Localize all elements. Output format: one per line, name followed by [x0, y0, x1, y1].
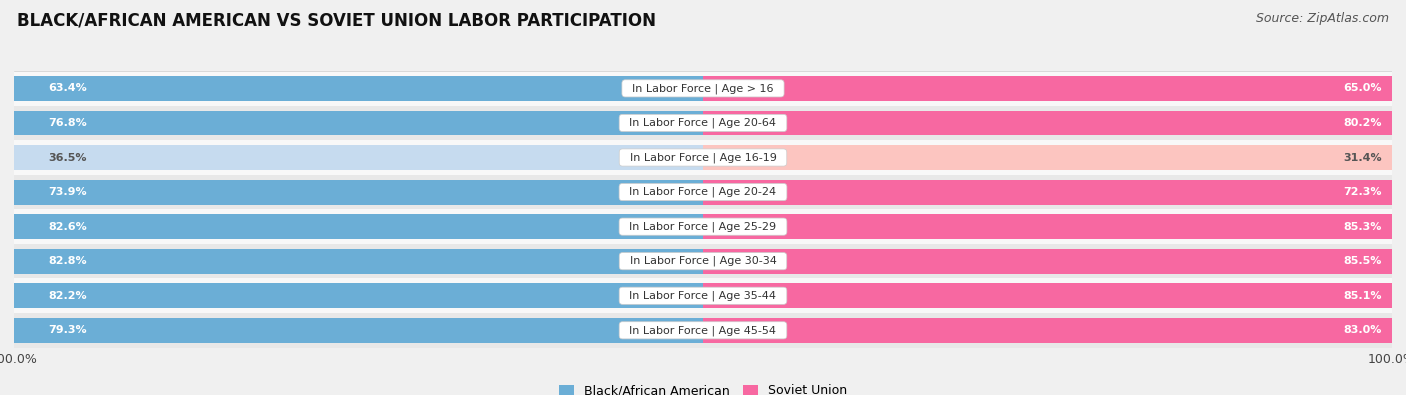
Text: 63.4%: 63.4% — [48, 83, 87, 93]
Bar — [703, 214, 1392, 239]
Text: In Labor Force | Age 45-54: In Labor Force | Age 45-54 — [623, 325, 783, 336]
Bar — [703, 180, 1392, 205]
Text: 79.3%: 79.3% — [48, 325, 87, 335]
Text: 82.6%: 82.6% — [48, 222, 87, 231]
Text: 83.0%: 83.0% — [1343, 325, 1382, 335]
Bar — [703, 111, 1392, 135]
Bar — [703, 76, 1392, 101]
Bar — [14, 318, 703, 343]
Bar — [14, 283, 703, 308]
Text: 85.1%: 85.1% — [1343, 291, 1382, 301]
Bar — [14, 106, 1392, 140]
Bar — [14, 278, 1392, 313]
Text: 76.8%: 76.8% — [48, 118, 87, 128]
Bar — [14, 209, 1392, 244]
Bar — [14, 145, 703, 170]
Text: 31.4%: 31.4% — [1343, 152, 1382, 162]
Bar — [14, 175, 1392, 209]
Text: 85.3%: 85.3% — [1343, 222, 1382, 231]
Legend: Black/African American, Soviet Union: Black/African American, Soviet Union — [554, 379, 852, 395]
Bar — [703, 249, 1392, 274]
Text: BLACK/AFRICAN AMERICAN VS SOVIET UNION LABOR PARTICIPATION: BLACK/AFRICAN AMERICAN VS SOVIET UNION L… — [17, 12, 655, 30]
Text: In Labor Force | Age > 16: In Labor Force | Age > 16 — [626, 83, 780, 94]
Bar — [14, 249, 703, 274]
Text: 85.5%: 85.5% — [1343, 256, 1382, 266]
Text: In Labor Force | Age 30-34: In Labor Force | Age 30-34 — [623, 256, 783, 267]
Text: 80.2%: 80.2% — [1343, 118, 1382, 128]
Text: 82.2%: 82.2% — [48, 291, 87, 301]
Bar — [14, 71, 1392, 106]
Text: In Labor Force | Age 20-64: In Labor Force | Age 20-64 — [623, 118, 783, 128]
Text: 72.3%: 72.3% — [1343, 187, 1382, 197]
Text: Source: ZipAtlas.com: Source: ZipAtlas.com — [1256, 12, 1389, 25]
Bar — [703, 145, 1392, 170]
Bar — [14, 313, 1392, 348]
Text: In Labor Force | Age 25-29: In Labor Force | Age 25-29 — [623, 221, 783, 232]
Bar — [14, 140, 1392, 175]
Bar — [14, 76, 703, 101]
Text: In Labor Force | Age 35-44: In Labor Force | Age 35-44 — [623, 290, 783, 301]
Bar — [14, 214, 703, 239]
Text: In Labor Force | Age 16-19: In Labor Force | Age 16-19 — [623, 152, 783, 163]
Bar — [703, 283, 1392, 308]
Text: In Labor Force | Age 20-24: In Labor Force | Age 20-24 — [623, 187, 783, 198]
Text: 82.8%: 82.8% — [48, 256, 87, 266]
Text: 36.5%: 36.5% — [48, 152, 87, 162]
Bar — [14, 180, 703, 205]
Bar — [703, 318, 1392, 343]
Text: 73.9%: 73.9% — [48, 187, 87, 197]
Text: 65.0%: 65.0% — [1343, 83, 1382, 93]
Bar — [14, 244, 1392, 278]
Bar — [14, 111, 703, 135]
